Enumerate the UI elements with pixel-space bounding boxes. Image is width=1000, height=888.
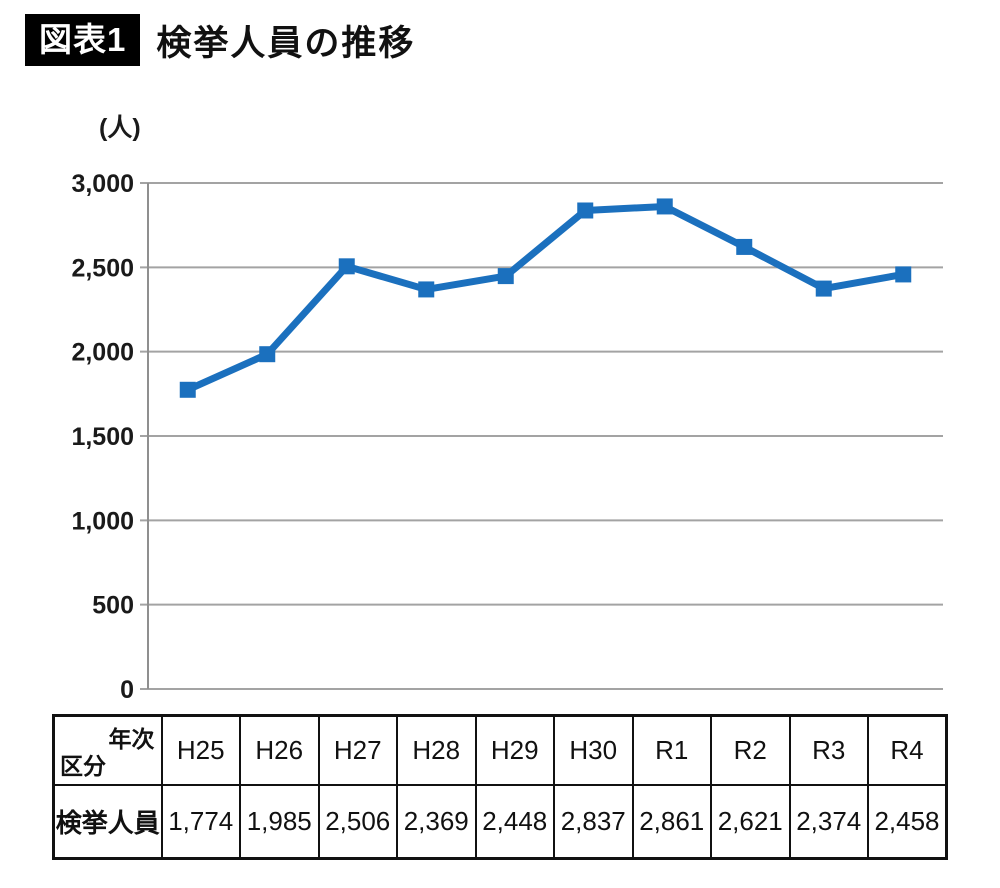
data-point-marker [179, 381, 196, 398]
figure-header: 図表1 検挙人員の推移 [25, 14, 415, 66]
data-point-marker [338, 258, 355, 275]
figure-title: 検挙人員の推移 [156, 23, 416, 63]
data-point-marker [418, 281, 435, 298]
line-chart: 0 500 1,000 1,500 2,000 2,500 3,000 [71, 170, 943, 704]
corner-top-label: 年次 [108, 726, 155, 752]
value-cell: 2,458 [867, 783, 948, 860]
table-header-row: 年次 区分 H25 H26 H27 H28 H29 H30 R1 R2 R3 R4 [52, 714, 948, 786]
year-header-cell: H26 [239, 714, 320, 786]
data-point-marker [656, 198, 673, 215]
data-point-marker [577, 202, 594, 219]
corner-cell: 年次 区分 [52, 714, 163, 786]
year-header-cell: H29 [474, 714, 555, 786]
value-cell: 2,621 [710, 783, 791, 860]
year-header-cell: R2 [710, 714, 791, 786]
year-header-cell: R1 [631, 714, 712, 786]
series-line [184, 202, 907, 394]
value-cell: 2,506 [317, 783, 398, 860]
y-axis-tick-label: 500 [92, 592, 134, 620]
year-header-cell: R4 [867, 714, 948, 786]
year-header-cell: H30 [553, 714, 634, 786]
data-table: 年次 区分 H25 H26 H27 H28 H29 H30 R1 R2 R3 R4 検挙人員 1,… [52, 714, 948, 860]
row-label-cell: 検挙人員 [52, 783, 163, 860]
data-point-marker [895, 266, 912, 283]
value-cell: 2,374 [788, 783, 869, 860]
y-axis-tick-label: 0 [120, 676, 134, 704]
y-axis-tick-label: 1,000 [71, 507, 134, 535]
value-cell: 2,448 [474, 783, 555, 860]
year-header-cell: H28 [396, 714, 477, 786]
year-header-cell: H25 [160, 714, 241, 786]
y-axis-unit-label: (人) [99, 114, 141, 142]
corner-bottom-label: 区分 [60, 752, 106, 779]
data-point-marker [815, 280, 832, 297]
value-cell: 2,837 [553, 783, 634, 860]
y-axis-tick-label: 2,500 [71, 254, 134, 282]
data-point-marker [497, 268, 514, 285]
value-cell: 1,985 [239, 783, 320, 860]
data-point-marker [736, 238, 753, 255]
value-cell: 2,861 [631, 783, 712, 860]
year-header-cell: H27 [317, 714, 398, 786]
y-axis-tick-label: 1,500 [71, 423, 134, 451]
table-data-row: 検挙人員 1,774 1,985 2,506 2,369 2,448 2,837 2,861… [52, 783, 948, 860]
figure-number-badge: 図表1 [25, 14, 141, 66]
value-cell: 1,774 [160, 783, 241, 860]
y-axis-tick-label: 3,000 [71, 170, 134, 198]
data-point-marker [259, 346, 276, 363]
year-header-cell: R3 [788, 714, 869, 786]
y-axis-tick-label: 2,000 [71, 339, 134, 367]
value-cell: 2,369 [396, 783, 477, 860]
